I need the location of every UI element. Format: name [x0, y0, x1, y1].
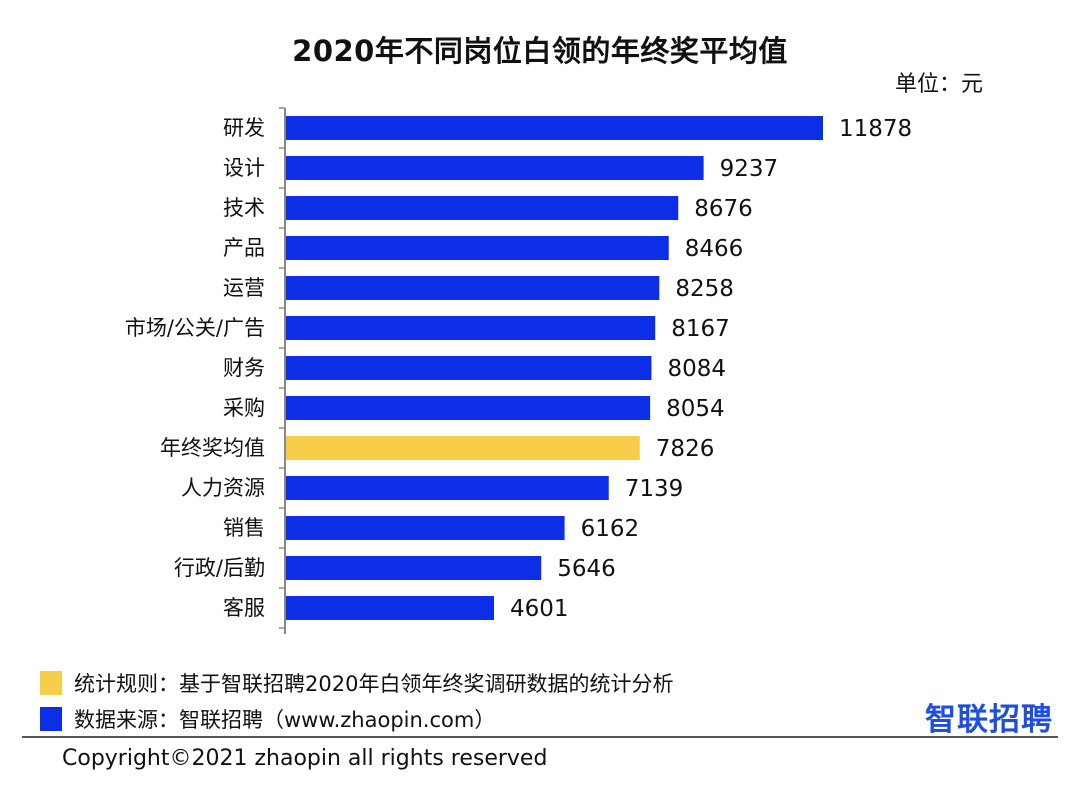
bar: [286, 516, 565, 540]
category-label: 研发: [223, 116, 265, 140]
legend-text-source: 数据来源：智联招聘（www.zhaopin.com）: [74, 708, 496, 732]
value-label: 8258: [675, 276, 734, 302]
category-label: 年终奖均值: [160, 436, 265, 460]
bar: [286, 476, 609, 500]
category-label: 市场/公关/广告: [125, 316, 265, 340]
value-label: 8167: [671, 316, 730, 342]
legend-item-rule: 统计规则：基于智联招聘2020年白领年终奖调研数据的统计分析: [40, 668, 673, 698]
legend-swatch-blue: [40, 707, 62, 731]
value-label: 4601: [510, 596, 569, 622]
chart-title: 2020年不同岗位白领的年终奖平均值: [292, 34, 788, 68]
category-label: 行政/后勤: [174, 556, 265, 580]
category-label: 客服: [223, 596, 265, 620]
value-label: 5646: [557, 556, 616, 582]
value-label: 9237: [720, 156, 779, 182]
category-label: 采购: [223, 396, 265, 420]
value-label: 8054: [666, 396, 725, 422]
bar: [286, 236, 669, 260]
legend-text-rule: 统计规则：基于智联招聘2020年白领年终奖调研数据的统计分析: [74, 672, 674, 696]
bar: [286, 156, 704, 180]
bar: [286, 276, 660, 300]
bar: [286, 116, 823, 140]
copyright-text: Copyright©2021 zhaopin all rights reserv…: [62, 746, 548, 771]
value-label: 8676: [694, 196, 753, 222]
bar: [286, 436, 640, 460]
bar-chart: 研发 11878 设计 9237 技术 8676 产品 8466 运营 8258 市场/公关/广告 8…: [125, 107, 912, 634]
unit-label: 单位：元: [895, 72, 984, 97]
legend-swatch-yellow: [40, 671, 62, 695]
value-label: 8466: [685, 236, 744, 262]
bar: [286, 356, 652, 380]
category-label: 设计: [223, 156, 265, 180]
category-label: 销售: [223, 516, 265, 540]
value-label: 7826: [656, 436, 715, 462]
bar: [286, 396, 651, 420]
category-label: 人力资源: [181, 476, 265, 500]
value-label: 6162: [581, 516, 640, 542]
bar: [286, 316, 656, 340]
bar: [286, 196, 679, 220]
value-label: 11878: [839, 116, 912, 142]
value-label: 8084: [667, 356, 726, 382]
bar: [286, 556, 542, 580]
legend-item-source: 数据来源：智联招聘（www.zhaopin.com）: [40, 704, 495, 734]
category-label: 技术: [223, 196, 265, 220]
footer-divider: [22, 736, 1058, 738]
category-label: 财务: [223, 356, 265, 380]
category-label: 产品: [223, 236, 265, 260]
bar: [286, 596, 495, 620]
value-label: 7139: [625, 476, 684, 502]
zhaopin-logo: 智联招聘: [925, 702, 1053, 738]
category-label: 运营: [223, 276, 265, 300]
